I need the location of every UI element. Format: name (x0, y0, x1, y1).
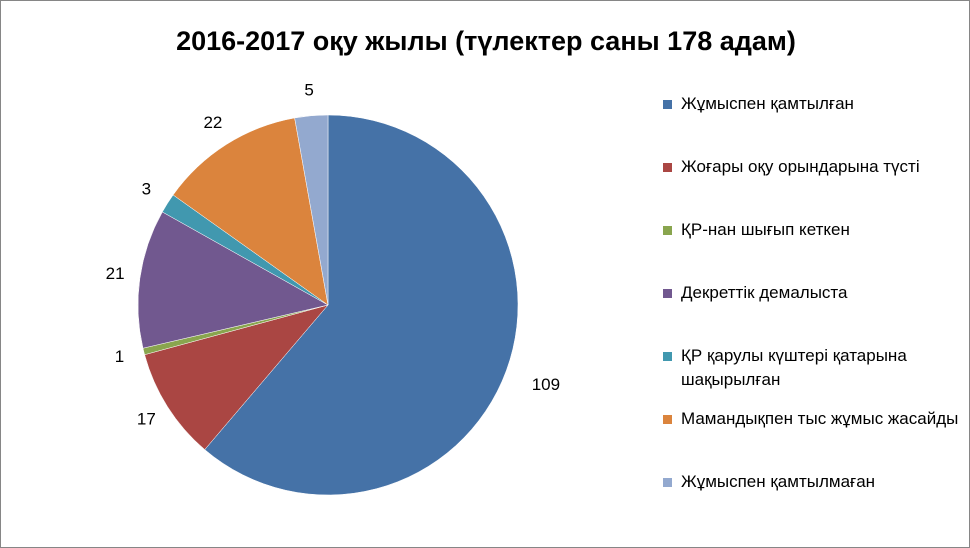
legend-label: Мамандықпен тыс жұмыс жасайды (681, 409, 959, 428)
data-label: 17 (137, 410, 156, 429)
legend-swatch (663, 352, 672, 361)
pie-slice (172, 117, 329, 306)
legend-swatch (663, 289, 672, 298)
legend-label: ҚР қарулы күштері қатарына шақырылған (681, 346, 907, 389)
legend-item: Жұмыспен қамтылмаған (663, 470, 963, 494)
legend-label: Жоғары оқу орындарына түсті (681, 157, 920, 176)
legend-swatch (663, 415, 672, 424)
legend-swatch (663, 478, 672, 487)
chart-title: 2016-2017 оқу жылы (түлектер саны 178 ад… (176, 26, 796, 56)
legend-item: Жұмыспен қамтылған (663, 92, 963, 116)
legend-label: Жұмыспен қамтылмаған (681, 472, 876, 491)
pie-slice (144, 304, 329, 450)
legend-item: Декреттік демалыста (663, 281, 963, 305)
legend-item: ҚР қарулы күштері қатарына шақырылған (663, 344, 963, 392)
legend-item: ҚР-нан шығып кеткен (663, 218, 963, 242)
legend-item: Мамандықпен тыс жұмыс жасайды (663, 407, 963, 431)
legend-item: Жоғары оқу орындарына түсті (663, 155, 963, 179)
legend-swatch (663, 100, 672, 109)
legend-label: Жұмыспен қамтылған (681, 94, 854, 113)
legend-swatch (663, 163, 672, 172)
pie-slice (294, 114, 329, 306)
legend-label: Декреттік демалыста (681, 283, 848, 302)
data-label: 5 (304, 80, 313, 99)
pie-slice (204, 114, 519, 496)
data-label: 21 (106, 264, 125, 283)
data-label: 109 (532, 375, 560, 394)
data-label: 1 (115, 347, 124, 366)
data-label: 3 (142, 179, 151, 198)
pie-slice (137, 211, 329, 349)
legend-swatch (663, 226, 672, 235)
legend-label: ҚР-нан шығып кеткен (681, 220, 850, 239)
data-label: 22 (203, 113, 222, 132)
